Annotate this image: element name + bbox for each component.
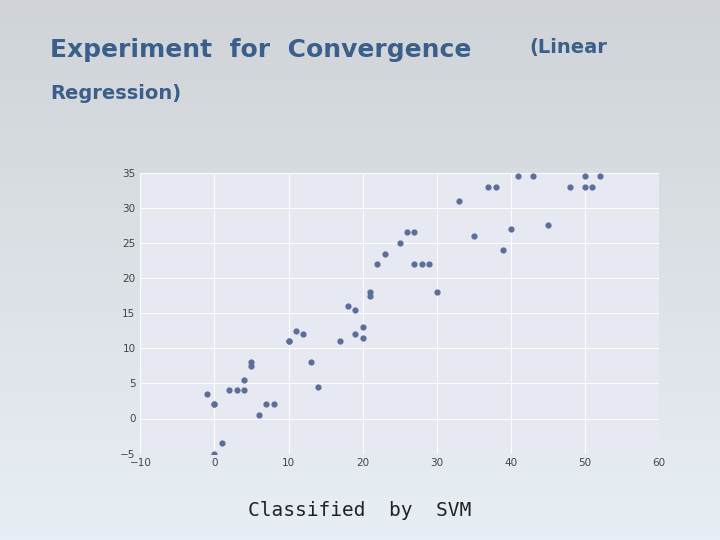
Point bbox=[379, 249, 390, 258]
Point bbox=[416, 260, 428, 268]
Point bbox=[372, 260, 383, 268]
Point bbox=[586, 183, 598, 191]
Point bbox=[297, 330, 309, 339]
Point bbox=[409, 260, 420, 268]
Point bbox=[468, 232, 480, 240]
Point bbox=[542, 221, 554, 230]
Point bbox=[564, 183, 576, 191]
Point bbox=[357, 333, 369, 342]
Point bbox=[364, 288, 376, 296]
Point bbox=[223, 386, 235, 395]
Point bbox=[253, 410, 265, 419]
Point bbox=[238, 386, 250, 395]
Point bbox=[505, 225, 516, 233]
Point bbox=[246, 362, 257, 370]
Point bbox=[261, 400, 272, 409]
Point bbox=[312, 382, 324, 391]
Point bbox=[482, 183, 494, 191]
Point bbox=[335, 337, 346, 346]
Point bbox=[423, 260, 435, 268]
Point bbox=[431, 288, 442, 296]
Point bbox=[490, 183, 502, 191]
Point bbox=[579, 183, 590, 191]
Point bbox=[342, 302, 354, 310]
Point bbox=[409, 228, 420, 237]
Point bbox=[209, 400, 220, 409]
Text: (Linear: (Linear bbox=[529, 38, 607, 57]
Point bbox=[349, 305, 361, 314]
Point bbox=[349, 330, 361, 339]
Point bbox=[231, 386, 243, 395]
Point bbox=[594, 172, 606, 180]
Point bbox=[268, 400, 279, 409]
Point bbox=[202, 389, 213, 398]
Point bbox=[246, 358, 257, 367]
Point bbox=[216, 438, 228, 447]
Point bbox=[283, 337, 294, 346]
Point bbox=[401, 228, 413, 237]
Point bbox=[453, 197, 464, 205]
Text: Regression): Regression) bbox=[50, 84, 181, 103]
Text: Classified  by  SVM: Classified by SVM bbox=[248, 501, 472, 520]
Point bbox=[290, 326, 302, 335]
Point bbox=[238, 376, 250, 384]
Text: Experiment  for  Convergence: Experiment for Convergence bbox=[50, 38, 472, 62]
Point bbox=[283, 337, 294, 346]
Point bbox=[305, 358, 317, 367]
Point bbox=[209, 400, 220, 409]
Point bbox=[527, 172, 539, 180]
Point bbox=[357, 323, 369, 332]
Point bbox=[513, 172, 524, 180]
Point bbox=[498, 246, 509, 254]
Point bbox=[394, 239, 405, 247]
Point bbox=[364, 291, 376, 300]
Point bbox=[209, 449, 220, 458]
Point bbox=[579, 172, 590, 180]
